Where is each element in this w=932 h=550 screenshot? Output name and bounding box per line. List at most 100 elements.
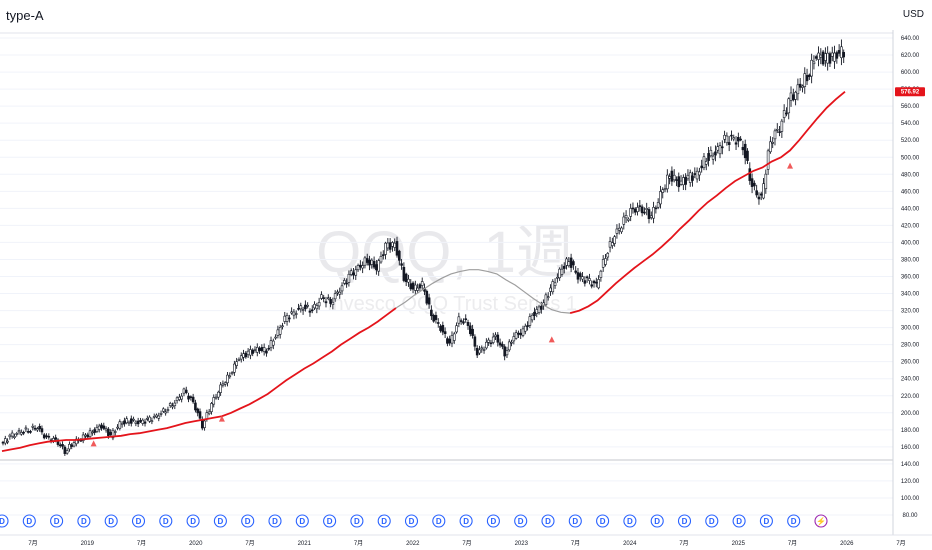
candle xyxy=(75,436,78,447)
candle-body xyxy=(792,94,795,101)
candle-body xyxy=(226,374,229,384)
y-tick-label: 620.00 xyxy=(901,53,920,59)
candle xyxy=(503,344,506,361)
candle-body xyxy=(714,151,717,156)
candle xyxy=(384,241,387,260)
candle xyxy=(830,46,834,62)
candle-body xyxy=(574,270,577,273)
candle xyxy=(381,250,385,260)
candle-body xyxy=(590,284,594,287)
candle-body xyxy=(239,355,243,360)
candle-body xyxy=(670,170,674,182)
candle xyxy=(787,97,791,120)
chart-title: type-A xyxy=(6,8,44,23)
candle xyxy=(155,413,158,419)
candle xyxy=(191,393,195,404)
dividend-badge-icon: D xyxy=(568,514,582,528)
candle xyxy=(501,341,504,350)
candle xyxy=(162,407,165,414)
candle-body xyxy=(324,301,328,304)
candle-body xyxy=(501,343,504,347)
candle xyxy=(707,146,710,167)
candle xyxy=(528,313,532,329)
candle-body xyxy=(306,304,309,307)
candle xyxy=(698,167,701,182)
candle xyxy=(228,372,232,379)
candle-body xyxy=(210,403,213,412)
candle-body xyxy=(416,287,419,291)
candle xyxy=(810,53,813,84)
candle-body xyxy=(787,98,791,114)
svg-text:D: D xyxy=(682,517,688,526)
candle-body xyxy=(347,273,351,283)
dividend-badge-icon: D xyxy=(759,514,773,528)
candle-body xyxy=(233,363,236,373)
candle xyxy=(551,279,555,295)
candle xyxy=(649,211,653,220)
candle xyxy=(670,166,674,186)
candle xyxy=(723,130,726,144)
y-tick-label: 180.00 xyxy=(901,428,920,434)
candle xyxy=(478,345,481,356)
candle xyxy=(514,329,518,340)
candle-body xyxy=(72,442,76,447)
candle-body xyxy=(320,294,323,299)
candle xyxy=(434,311,438,324)
candle-body xyxy=(372,261,376,268)
candle-body xyxy=(272,340,275,346)
candle xyxy=(285,312,289,326)
candle-body xyxy=(104,428,108,431)
candle xyxy=(315,302,319,314)
candle-body xyxy=(58,444,62,447)
candle xyxy=(663,184,667,193)
candle-body xyxy=(556,276,559,279)
candle xyxy=(306,302,309,309)
candle-body xyxy=(219,384,222,393)
y-axis[interactable]: 640.00620.00600.00580.00560.00540.00520.… xyxy=(892,30,920,535)
candle-body xyxy=(166,409,170,411)
candle-body xyxy=(677,176,681,188)
candle xyxy=(242,349,245,362)
x-tick-label: 2022 xyxy=(406,541,420,547)
candle xyxy=(198,408,202,421)
candle xyxy=(746,148,749,165)
candle-body xyxy=(281,325,284,328)
candle xyxy=(97,423,101,433)
candle xyxy=(127,420,131,427)
candle xyxy=(81,431,85,444)
candle-body xyxy=(523,325,527,332)
candle-body xyxy=(91,431,94,434)
candle xyxy=(88,427,92,439)
candle-body xyxy=(329,298,332,304)
candle xyxy=(65,448,69,455)
y-tick-label: 280.00 xyxy=(901,343,920,349)
candle-body xyxy=(640,206,644,214)
candle-body xyxy=(221,383,225,386)
x-axis[interactable]: 7月 2019 7月 2020 7月 2021 7月 2022 7月 2023 7月 2024 7月 20… xyxy=(0,534,932,547)
svg-text:D: D xyxy=(736,517,742,526)
candle-body xyxy=(258,347,261,351)
dividend-badge-icon: D xyxy=(541,514,555,528)
candle xyxy=(581,272,584,283)
candle-body xyxy=(260,347,264,352)
candle xyxy=(331,297,335,310)
candle xyxy=(104,426,108,433)
candle-body xyxy=(796,84,800,95)
candle xyxy=(262,343,266,356)
candle xyxy=(769,136,772,154)
svg-text:D: D xyxy=(272,517,278,526)
x-tick-label: 7月 xyxy=(788,540,797,547)
candle xyxy=(808,73,811,80)
candle xyxy=(480,345,484,353)
candle-body xyxy=(38,425,41,430)
candle-body xyxy=(633,208,637,213)
candle xyxy=(533,307,536,321)
candle xyxy=(794,90,797,106)
candle-body xyxy=(409,283,413,290)
dividend-badge-icon: D xyxy=(186,514,200,528)
candle-body xyxy=(608,241,612,248)
candle xyxy=(702,152,706,171)
candle xyxy=(606,252,610,261)
candle xyxy=(361,261,364,274)
